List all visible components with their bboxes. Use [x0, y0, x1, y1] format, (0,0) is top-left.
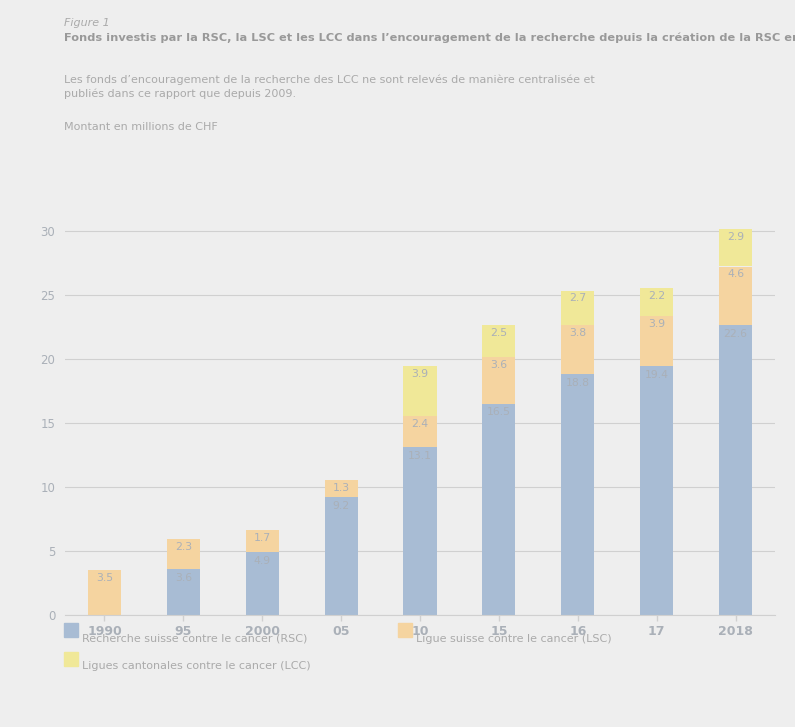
Bar [561, 291, 595, 326]
Bar [719, 267, 752, 326]
Text: 2.3: 2.3 [175, 542, 192, 552]
Text: 16.5: 16.5 [487, 407, 511, 417]
Bar [403, 417, 436, 447]
Bar [561, 374, 595, 615]
Text: 18.8: 18.8 [566, 378, 590, 388]
Text: 3.9: 3.9 [412, 369, 429, 379]
Text: 22.6: 22.6 [723, 329, 747, 340]
Text: Ligue suisse contre le cancer (LSC): Ligue suisse contre le cancer (LSC) [416, 634, 611, 643]
Text: 1.3: 1.3 [332, 483, 350, 493]
Text: 9.2: 9.2 [332, 501, 350, 511]
Bar [403, 447, 436, 615]
Bar [246, 553, 279, 615]
Bar [640, 289, 673, 316]
Bar [640, 316, 673, 366]
Text: 2.2: 2.2 [648, 291, 665, 301]
Text: 19.4: 19.4 [645, 370, 669, 380]
Text: 4.6: 4.6 [727, 269, 744, 279]
Text: Les fonds d’encouragement de la recherche des LCC ne sont relevés de manière cen: Les fonds d’encouragement de la recherch… [64, 74, 595, 84]
Text: Fonds investis par la RSC, la LSC et les LCC dans l’encouragement de la recherch: Fonds investis par la RSC, la LSC et les… [64, 33, 795, 43]
Bar [483, 403, 515, 615]
Text: 2.9: 2.9 [727, 232, 744, 242]
Bar [719, 229, 752, 267]
Bar [640, 366, 673, 615]
Text: 3.6: 3.6 [175, 573, 192, 583]
Text: Figure 1: Figure 1 [64, 18, 110, 28]
Bar [167, 569, 200, 615]
Text: 2.5: 2.5 [491, 328, 507, 338]
Bar [483, 326, 515, 358]
Text: 2.7: 2.7 [569, 294, 587, 303]
Text: 3.8: 3.8 [569, 328, 587, 338]
Bar [483, 358, 515, 403]
Text: Montant en millions de CHF: Montant en millions de CHF [64, 122, 217, 132]
Bar [88, 570, 121, 615]
Bar [246, 531, 279, 553]
Text: 3.9: 3.9 [648, 319, 665, 329]
Text: 3.5: 3.5 [96, 573, 113, 583]
Text: publiés dans ce rapport que depuis 2009.: publiés dans ce rapport que depuis 2009. [64, 89, 296, 99]
Bar [324, 497, 358, 615]
Text: 1.7: 1.7 [254, 533, 271, 543]
Bar [561, 326, 595, 374]
Text: Recherche suisse contre le cancer (RSC): Recherche suisse contre le cancer (RSC) [82, 634, 307, 643]
Text: 4.9: 4.9 [254, 556, 271, 566]
Bar [324, 481, 358, 497]
Text: 3.6: 3.6 [491, 360, 507, 370]
Bar [719, 326, 752, 615]
Text: 2.4: 2.4 [412, 419, 429, 429]
Text: 13.1: 13.1 [408, 451, 432, 461]
Bar [167, 539, 200, 569]
Text: Ligues cantonales contre le cancer (LCC): Ligues cantonales contre le cancer (LCC) [82, 662, 311, 671]
Bar [403, 366, 436, 417]
